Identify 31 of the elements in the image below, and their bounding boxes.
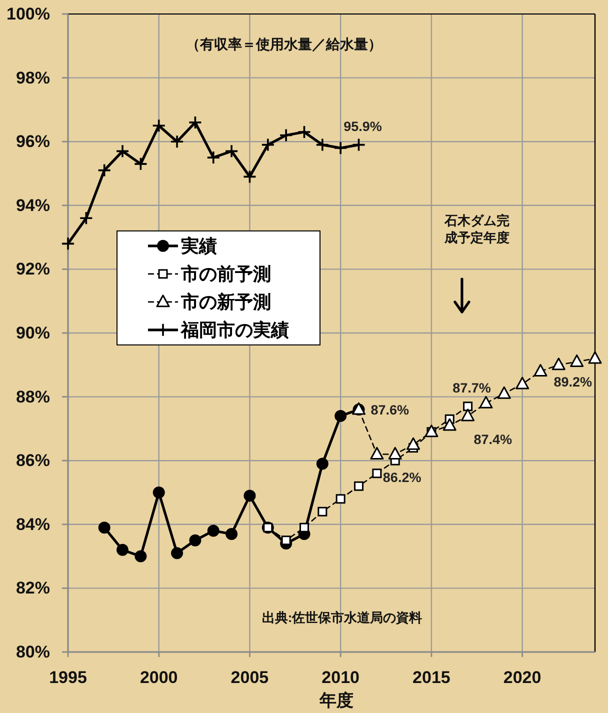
x-tick-label: 2000 <box>140 668 178 687</box>
legend-label: 実績 <box>180 236 217 256</box>
y-tick-label: 98% <box>16 68 50 88</box>
legend-label: 市の新予測 <box>180 292 271 312</box>
y-tick-label: 80% <box>16 642 50 662</box>
x-axis-title: 年度 <box>318 691 354 710</box>
annotation: 石木ダム完成予定年度 <box>443 213 510 245</box>
x-tick-label: 1995 <box>49 668 87 687</box>
x-tick-label: 2020 <box>503 668 542 687</box>
y-tick-label: 86% <box>16 451 50 470</box>
legend-label: 市の前予測 <box>180 264 271 284</box>
x-tick-label: 2010 <box>322 668 360 687</box>
data-label: 95.9% <box>344 118 382 134</box>
data-label: 87.4% <box>474 432 512 447</box>
legend-label: 福岡市の実績 <box>180 320 289 340</box>
annotation: 出典:佐世保市水道局の資料 <box>262 610 422 625</box>
x-tick-label: 2015 <box>412 668 450 687</box>
y-tick-label: 88% <box>16 387 50 406</box>
y-tick-label: 84% <box>16 514 50 534</box>
y-tick-label: 90% <box>16 324 50 342</box>
data-label: 87.7% <box>452 380 491 396</box>
data-label: 89.2% <box>554 374 592 390</box>
x-tick-label: 2005 <box>230 668 269 687</box>
y-tick-label: 82% <box>16 578 50 598</box>
y-tick-label: 94% <box>16 196 50 215</box>
y-tick-label: 92% <box>16 260 50 279</box>
y-tick-label: 96% <box>16 132 50 152</box>
data-label: 86.2% <box>382 470 422 486</box>
data-label: 87.6% <box>370 402 410 418</box>
y-tick-label: 100% <box>6 4 50 24</box>
text: （有収率＝使用水量／給水量） <box>186 36 382 52</box>
